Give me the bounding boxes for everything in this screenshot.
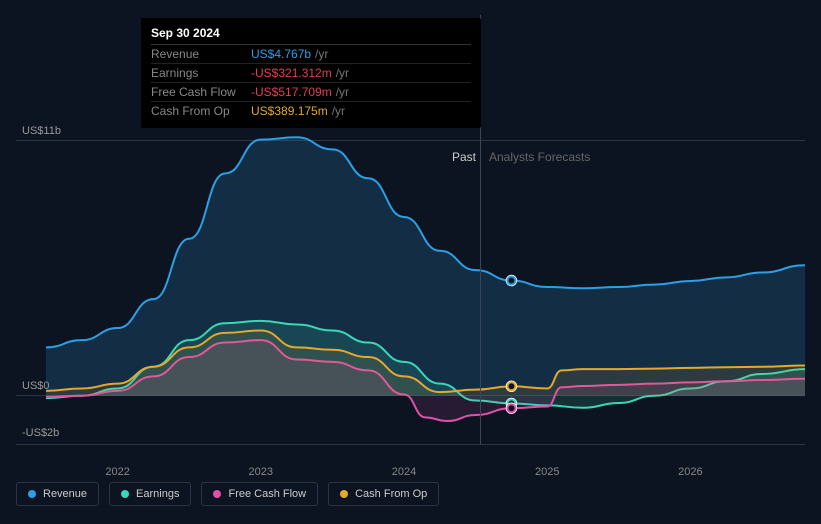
x-tick-2023: 2023 — [249, 466, 273, 478]
x-tick-2022: 2022 — [105, 466, 129, 478]
tooltip-label: Cash From Op — [151, 104, 251, 118]
y-gridline-bottom — [16, 444, 805, 445]
x-tick-2025: 2025 — [535, 466, 559, 478]
tooltip-row-fcf: Free Cash Flow -US$517.709m /yr — [151, 83, 471, 102]
legend-item-earnings[interactable]: Earnings — [109, 482, 191, 506]
legend-label: Earnings — [136, 488, 179, 500]
tooltip-value: US$4.767b — [251, 47, 311, 61]
legend-dot-icon — [213, 490, 221, 498]
legend-item-revenue[interactable]: Revenue — [16, 482, 99, 506]
forecast-section-label: Analysts Forecasts — [489, 150, 590, 164]
tooltip-unit: /yr — [336, 85, 349, 99]
tooltip-unit: /yr — [315, 47, 328, 61]
tooltip-row-cfo: Cash From Op US$389.175m /yr — [151, 102, 471, 120]
tooltip-row-earnings: Earnings -US$321.312m /yr — [151, 64, 471, 83]
chart-svg — [16, 130, 805, 444]
tooltip-unit: /yr — [336, 66, 349, 80]
x-tick-2024: 2024 — [392, 466, 416, 478]
legend-dot-icon — [121, 490, 129, 498]
legend-item-cfo[interactable]: Cash From Op — [328, 482, 439, 506]
tooltip-value: US$389.175m — [251, 104, 328, 118]
tooltip-value: -US$321.312m — [251, 66, 332, 80]
tooltip-row-revenue: Revenue US$4.767b /yr — [151, 45, 471, 64]
hover-tooltip: Sep 30 2024 Revenue US$4.767b /yr Earnin… — [141, 18, 481, 128]
legend-item-fcf[interactable]: Free Cash Flow — [201, 482, 318, 506]
legend-label: Revenue — [43, 488, 87, 500]
tooltip-label: Earnings — [151, 66, 251, 80]
tooltip-value: -US$517.709m — [251, 85, 332, 99]
legend: Revenue Earnings Free Cash Flow Cash Fro… — [16, 482, 439, 506]
tooltip-date: Sep 30 2024 — [151, 26, 471, 45]
legend-dot-icon — [340, 490, 348, 498]
chart-plot-area[interactable] — [16, 130, 805, 444]
legend-label: Free Cash Flow — [228, 488, 306, 500]
legend-label: Cash From Op — [355, 488, 427, 500]
tooltip-label: Revenue — [151, 47, 251, 61]
legend-dot-icon — [28, 490, 36, 498]
x-tick-2026: 2026 — [678, 466, 702, 478]
tooltip-label: Free Cash Flow — [151, 85, 251, 99]
past-section-label: Past — [452, 150, 476, 164]
tooltip-unit: /yr — [332, 104, 345, 118]
